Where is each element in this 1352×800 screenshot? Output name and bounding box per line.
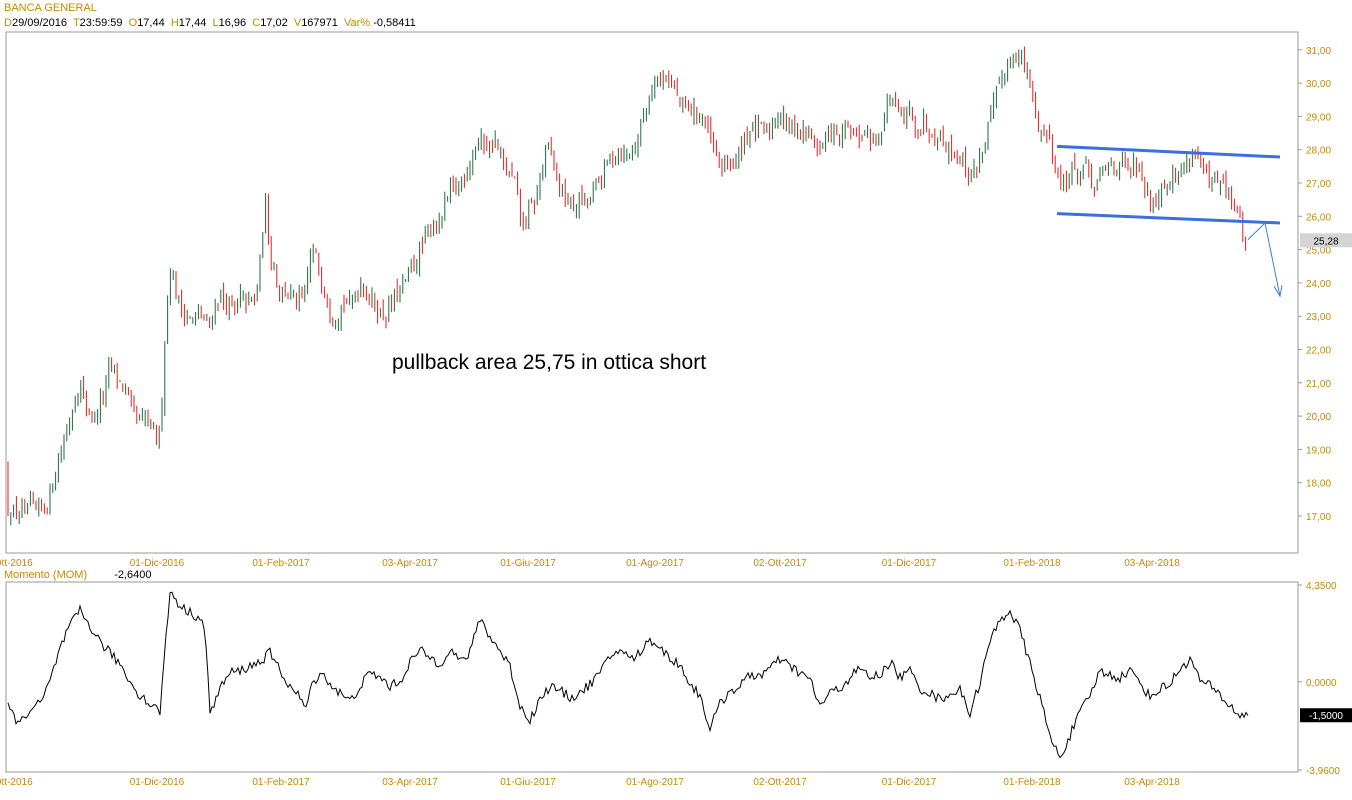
high-value: 17,44: [178, 17, 207, 29]
low-value: 16,96: [218, 17, 247, 29]
x-tick-label: 03-Ott-2016: [0, 558, 33, 569]
y-tick-label: 26,00: [1306, 212, 1331, 223]
last-price-tag: [1300, 233, 1352, 248]
date-value: 29/09/2016: [11, 17, 68, 29]
y-tick-label: 19,00: [1306, 445, 1331, 456]
x-tick-label: 03-Apr-2018: [1124, 558, 1180, 569]
mom-x-tick-label: 03-Apr-2018: [1124, 777, 1180, 788]
y-tick-label: 25,00: [1306, 246, 1331, 257]
mom-last-value-label: -1,5000: [1309, 711, 1343, 722]
y-tick-label: 21,00: [1306, 379, 1331, 390]
mom-y-tick-label: -3,9600: [1306, 766, 1340, 777]
mom-x-tick-label: 03-Ott-2016: [0, 777, 33, 788]
x-tick-label: 01-Dic-2016: [130, 558, 185, 569]
x-tick-label: 01-Feb-2018: [1003, 558, 1061, 569]
var-value: -0,58411: [373, 17, 416, 29]
y-tick-label: 27,00: [1306, 179, 1331, 190]
x-tick-label: 01-Giu-2017: [500, 558, 556, 569]
momentum-plot-frame: [5, 581, 1299, 773]
mom-x-tick-label: 01-Dic-2016: [130, 777, 185, 788]
channel-lower-line: [1056, 212, 1281, 225]
momentum-panel: 4,3500 0,0000 -3,9600 03-Ott-2016 01-Dic-201…: [0, 581, 1352, 788]
forecast-arrow: [1247, 221, 1281, 297]
price-panel: 17,00 18,00 19,00 20,00 21,00 22,00 23,00 24,00…: [0, 31, 1352, 569]
indicator-label: Momento (MOM) -2,6400: [4, 569, 152, 581]
x-tick-label: 03-Apr-2017: [382, 558, 438, 569]
x-tick-label: 01-Feb-2017: [252, 558, 310, 569]
last-price-label: 25,28: [1313, 236, 1338, 247]
channel-upper-line: [1056, 144, 1281, 159]
y-tick-label: 28,00: [1306, 146, 1331, 157]
mom-x-tick-label: 01-Feb-2018: [1003, 777, 1061, 788]
y-tick-label: 30,00: [1306, 79, 1331, 90]
mom-x-tick-label: 01-Dic-2017: [882, 777, 937, 788]
x-tick-label: 01-Dic-2017: [882, 558, 937, 569]
y-tick-label: 17,00: [1306, 512, 1331, 523]
open-value: 17,44: [137, 17, 165, 29]
y-tick-label: 23,00: [1306, 312, 1331, 323]
close-value: 17,02: [260, 17, 288, 29]
indicator-value: -2,6400: [114, 569, 152, 581]
y-tick-label: 31,00: [1306, 46, 1331, 57]
y-tick-label: 22,00: [1306, 346, 1331, 357]
ohlc-readout: D29/09/2016 T23:59:59 O17,44 H17,44 L16,…: [4, 17, 416, 29]
mom-y-tick-label: 4,3500: [1306, 581, 1337, 592]
y-tick-label: 18,00: [1306, 479, 1331, 490]
mom-last-value-tag: [1300, 708, 1352, 723]
momentum-line: [7, 591, 1249, 759]
chart-annotation: pullback area 25,75 in ottica short: [392, 351, 706, 374]
mom-x-tick-label: 01-Ago-2017: [626, 777, 684, 788]
mom-x-tick-label: 01-Giu-2017: [500, 777, 556, 788]
y-tick-label: 20,00: [1306, 412, 1331, 423]
mom-x-tick-label: 02-Ott-2017: [753, 777, 807, 788]
mom-y-tick-label: 0,0000: [1306, 678, 1337, 689]
x-tick-label: 02-Ott-2017: [753, 558, 807, 569]
forecast-arrowhead: [1273, 285, 1283, 298]
indicator-name: Momento (MOM): [4, 569, 88, 581]
price-plot-frame: [5, 31, 1299, 554]
y-tick-label: 24,00: [1306, 279, 1331, 290]
x-tick-label: 01-Ago-2017: [626, 558, 684, 569]
time-value: 23:59:59: [79, 17, 123, 29]
volume-value: 167971: [301, 17, 338, 29]
y-tick-label: 29,00: [1306, 112, 1331, 123]
mom-x-tick-label: 03-Apr-2017: [382, 777, 438, 788]
chart-title: BANCA GENERAL: [4, 2, 97, 14]
mom-x-tick-label: 01-Feb-2017: [252, 777, 310, 788]
